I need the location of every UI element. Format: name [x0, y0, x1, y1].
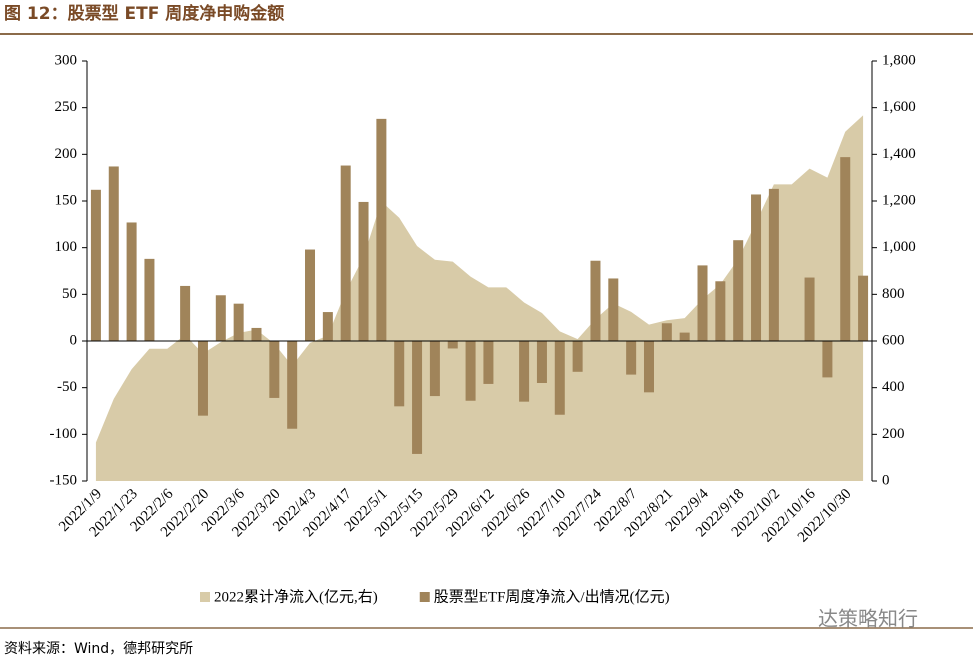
y-tick-label: 250 — [55, 99, 78, 115]
bar — [90, 189, 101, 341]
bar — [822, 341, 833, 378]
y2-tick-label: 800 — [882, 286, 905, 302]
bar — [233, 303, 244, 341]
bar — [590, 260, 601, 341]
bar — [376, 118, 387, 341]
area — [95, 115, 864, 481]
chart-title: 图 12：股票型 ETF 周度净申购金额 — [4, 3, 284, 24]
bar — [751, 194, 762, 341]
bar — [287, 341, 298, 429]
watermark: 达策略知行 — [818, 607, 918, 631]
y2-tick-label: 1,200 — [882, 192, 916, 208]
y-tick-label: 50 — [62, 286, 77, 302]
bar — [215, 295, 226, 341]
bar — [519, 341, 530, 402]
y-tick-label: -150 — [50, 472, 78, 488]
y2-tick-label: 400 — [882, 379, 905, 395]
y-tick-label: 300 — [55, 52, 78, 68]
bar — [697, 265, 708, 341]
y-tick-label: 200 — [55, 146, 78, 162]
legend-label: 2022累计净流入(亿元,右) — [214, 588, 378, 605]
y-tick-label: -50 — [57, 379, 77, 395]
y2-tick-label: 1,400 — [882, 146, 916, 162]
bar — [394, 341, 405, 407]
bar — [305, 249, 316, 341]
legend-label: 股票型ETF周度净流入/出情况(亿元) — [434, 588, 670, 605]
bar — [126, 222, 137, 341]
bar — [412, 341, 423, 454]
bar — [483, 341, 494, 384]
y-tick-label: 100 — [55, 239, 78, 255]
bar — [322, 312, 333, 341]
bar — [358, 201, 369, 341]
legend-swatch — [200, 592, 210, 602]
bar — [768, 188, 779, 341]
y-tick-label: 0 — [70, 332, 78, 348]
bar — [251, 327, 262, 341]
y2-tick-label: 600 — [882, 332, 905, 348]
y2-tick-label: 200 — [882, 426, 905, 442]
bar — [465, 341, 476, 401]
bar — [840, 157, 851, 341]
source: 资料来源：Wind，德邦研究所 — [4, 641, 193, 657]
y2-tick-label: 0 — [882, 472, 890, 488]
bar — [643, 341, 654, 393]
bar — [536, 341, 547, 383]
y-tick-label: 150 — [55, 192, 78, 208]
bar — [572, 341, 583, 372]
y2-tick-label: 1,800 — [882, 52, 916, 68]
bar — [108, 166, 119, 341]
bar — [679, 332, 690, 341]
bar — [733, 240, 744, 341]
y-tick-label: -100 — [50, 426, 78, 442]
bar — [858, 275, 869, 341]
bar — [197, 341, 208, 416]
y2-tick-label: 1,600 — [882, 99, 916, 115]
bar — [340, 165, 351, 341]
bar — [608, 278, 619, 341]
bar — [180, 285, 191, 341]
bar — [447, 341, 458, 349]
bar — [429, 341, 440, 397]
bar — [269, 341, 280, 398]
legend-swatch — [419, 592, 430, 602]
bar — [804, 277, 815, 341]
bar — [144, 258, 155, 341]
bar — [626, 341, 637, 375]
bar — [661, 323, 672, 341]
bar — [715, 281, 726, 341]
bar — [554, 341, 565, 415]
y2-tick-label: 1,000 — [882, 239, 916, 255]
